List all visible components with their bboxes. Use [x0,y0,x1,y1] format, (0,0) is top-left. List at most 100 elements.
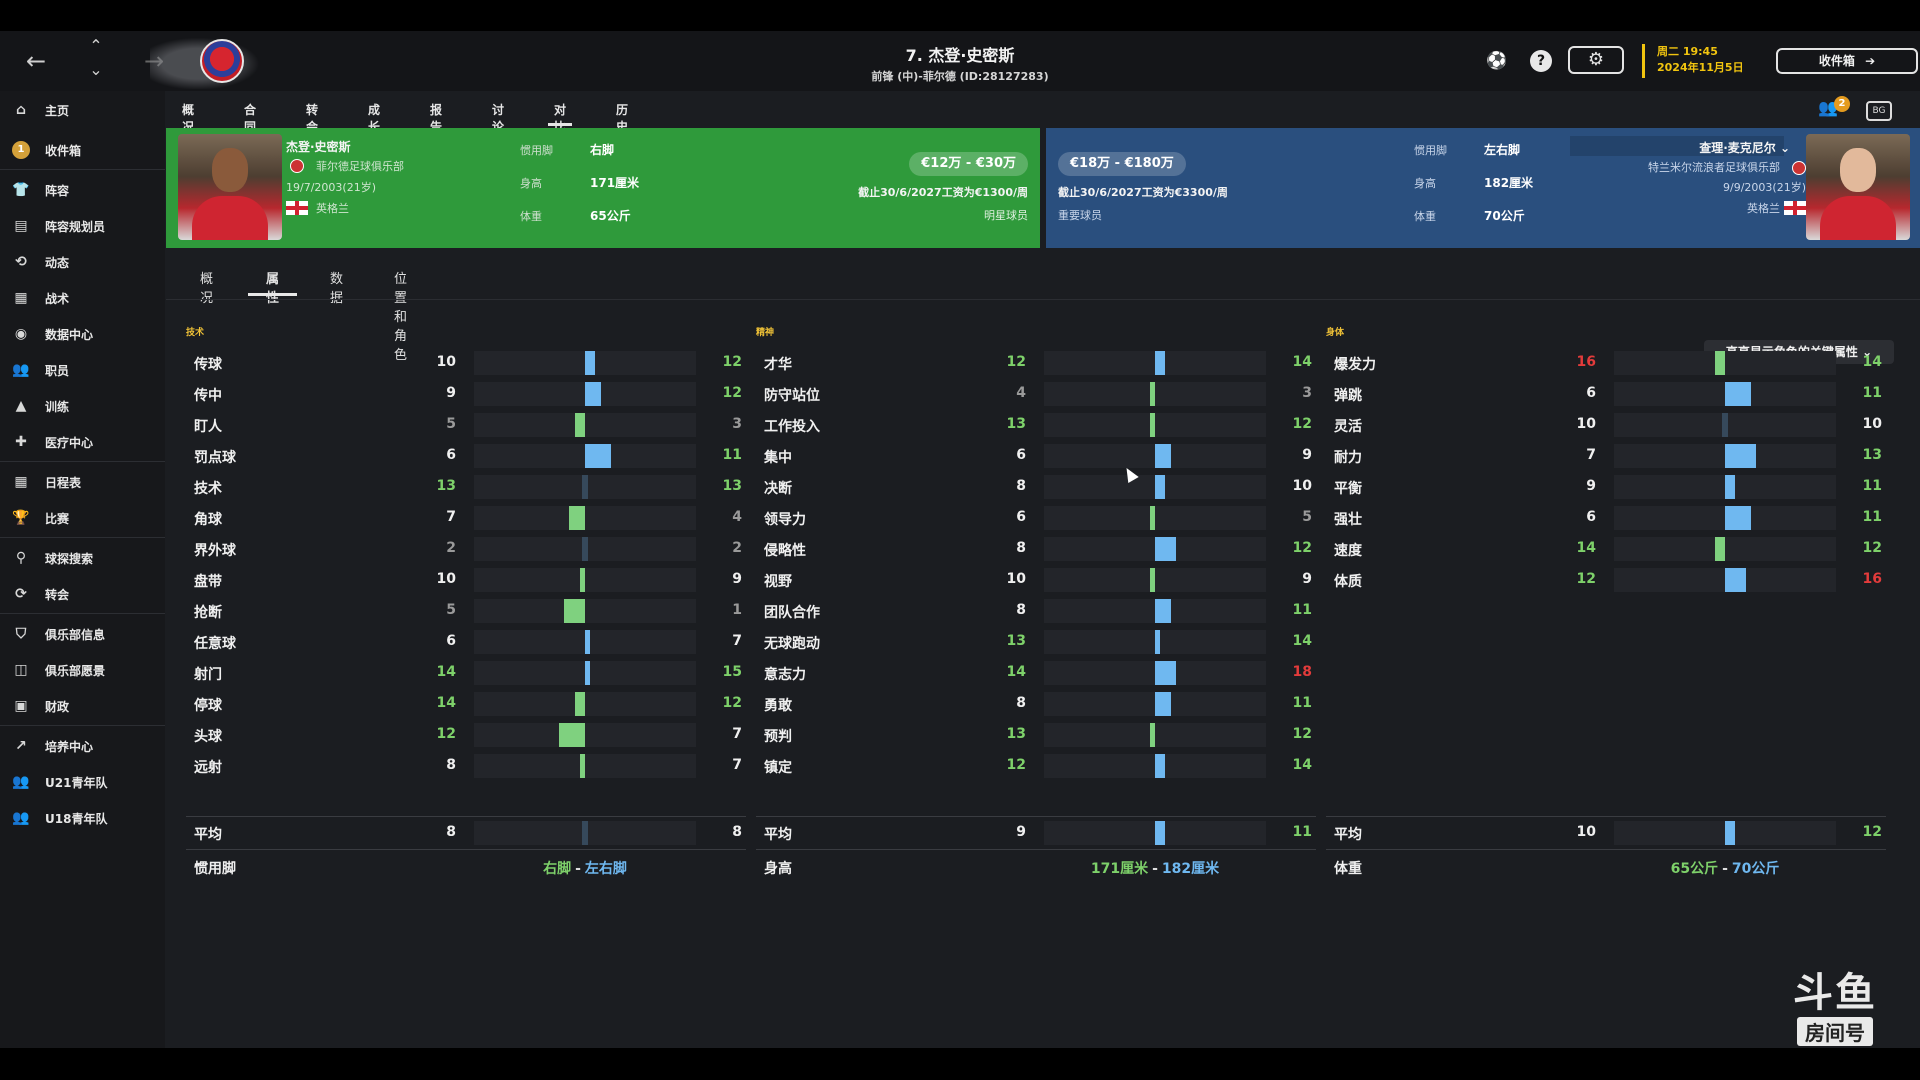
sidebar-item-competitions[interactable]: 🏆 比赛 [0,503,165,533]
down-arrow-icon[interactable]: ⌄ [89,60,103,79]
attribute-value-right: 11 [1292,695,1312,711]
sidebar-item-development[interactable]: ↗ 培养中心 [0,731,165,761]
player-club-left[interactable]: 菲尔德足球俱乐部 [316,160,404,173]
club-logo[interactable] [200,39,244,83]
sidebar-item-label: 球探搜索 [45,552,94,566]
attribute-row[interactable]: 任意球 6 7 [186,627,746,657]
tab-stats[interactable]: 数据 [330,272,344,306]
attribute-average-row[interactable]: 平均 9 11 [756,818,1316,848]
player-nation-right[interactable]: 英格兰 [1747,202,1780,215]
up-arrow-icon[interactable]: ⌃ [89,36,103,55]
sidebar-item-staff[interactable]: 👥 职员 [0,355,165,385]
forward-arrow-icon[interactable]: → [143,47,165,75]
player-selector[interactable] [1570,136,1784,156]
sidebar-item-home[interactable]: ⌂ 主页 [0,95,165,125]
help-icon[interactable]: ? [1530,50,1552,72]
attribute-row[interactable]: 防守站位 4 3 [756,379,1316,409]
attribute-row[interactable]: 耐力 7 13 [1326,441,1886,471]
attribute-row[interactable]: 视野 10 9 [756,565,1316,595]
attribute-row[interactable]: 灵活 10 10 [1326,410,1886,440]
sidebar-item-u21[interactable]: 👥 U21青年队 [0,767,165,797]
player-name-left[interactable]: 杰登·史密斯 [286,140,351,154]
finance-icon: ▣ [14,698,28,714]
attribute-row[interactable]: 停球 14 12 [186,689,746,719]
attribute-row[interactable]: 侵略性 8 12 [756,534,1316,564]
comparison-track [1044,661,1266,685]
attribute-name: 平均 [764,827,792,843]
attribute-row[interactable]: 领导力 6 5 [756,503,1316,533]
player-name-right[interactable]: 查理·麦克尼尔 ⌄ [1699,139,1790,156]
gear-icon[interactable]: ⚙ [1568,46,1624,74]
attribute-value-left: 10 [1006,571,1026,587]
tab-overview[interactable]: 概况 [200,272,214,306]
attribute-row[interactable]: 平衡 9 11 [1326,472,1886,502]
inbox-button[interactable]: 收件箱 ➔ [1776,48,1918,74]
tab-attributes[interactable]: 属性 [247,268,298,306]
player-club-right[interactable]: 特兰米尔流浪者足球俱乐部 [1648,161,1780,174]
attribute-value-left: 10 [1576,824,1596,840]
attribute-row[interactable]: 罚点球 6 11 [186,441,746,471]
sidebar-item-transfers[interactable]: ⟳ 转会 [0,579,165,609]
attribute-row[interactable]: 预判 13 12 [756,720,1316,750]
attribute-row[interactable]: 远射 8 7 [186,751,746,781]
attribute-value-left: 9 [1016,824,1026,840]
attribute-row[interactable]: 头球 12 7 [186,720,746,750]
people-icon[interactable]: 👥 [1818,98,1838,117]
attribute-row[interactable]: 勇敢 8 11 [756,689,1316,719]
attribute-row[interactable]: 界外球 2 2 [186,534,746,564]
attribute-average-row[interactable]: 平均 8 8 [186,818,746,848]
attribute-name: 平均 [1334,827,1362,843]
attribute-row[interactable]: 强壮 6 11 [1326,503,1886,533]
football-icon[interactable]: ⚽ [1486,51,1508,71]
sidebar-item-planner[interactable]: ▤ 阵容规划员 [0,211,165,241]
attribute-row[interactable]: 无球跑动 13 14 [756,627,1316,657]
value-pill-right[interactable]: €18万 - €180万 [1058,152,1186,176]
sidebar-item-dynamics[interactable]: ⟲ 动态 [0,247,165,277]
comparison-track [1044,568,1266,592]
sidebar-item-club-vision[interactable]: ◫ 俱乐部愿景 [0,655,165,685]
attribute-row[interactable]: 镇定 12 14 [756,751,1316,781]
attribute-row[interactable]: 工作投入 13 12 [756,410,1316,440]
sidebar-item-tactics[interactable]: ▦ 战术 [0,283,165,313]
attribute-row[interactable]: 抢断 5 1 [186,596,746,626]
attribute-row[interactable]: 弹跳 6 11 [1326,379,1886,409]
sidebar-item-calendar[interactable]: ▦ 日程表 [0,467,165,497]
sidebar-item-finance[interactable]: ▣ 财政 [0,691,165,721]
sidebar-item-club-info[interactable]: ⛉ 俱乐部信息 [0,619,165,649]
attribute-row[interactable]: 盘带 10 9 [186,565,746,595]
sidebar-item-medical[interactable]: ✚ 医疗中心 [0,427,165,457]
attribute-value-right: 2 [732,540,742,556]
attribute-row[interactable]: 爆发力 16 14 [1326,348,1886,378]
tab-positions[interactable]: 位置和角色 [394,272,408,363]
contract-left: 截止30/6/2027工资为€1300/周 [858,186,1028,199]
attribute-row[interactable]: 意志力 14 18 [756,658,1316,688]
sidebar-item-squad[interactable]: 👕 阵容 [0,175,165,205]
background-toggle-icon[interactable]: BG [1866,101,1892,121]
attribute-row[interactable]: 才华 12 14 [756,348,1316,378]
back-arrow-icon[interactable]: ← [25,47,47,75]
attribute-row[interactable]: 决断 8 10 [756,472,1316,502]
attribute-row[interactable]: 盯人 5 3 [186,410,746,440]
date-display[interactable]: 周二 19:45 2024年11月5日 [1642,44,1744,78]
attribute-average-row[interactable]: 平均 10 12 [1326,818,1886,848]
attribute-row[interactable]: 速度 14 12 [1326,534,1886,564]
sidebar-item-data[interactable]: ◉ 数据中心 [0,319,165,349]
attribute-value-left: 12 [1576,571,1596,587]
attribute-row[interactable]: 团队合作 8 11 [756,596,1316,626]
sidebar-item-inbox[interactable]: 1 收件箱 [0,135,165,165]
value-pill-left[interactable]: €12万 - €30万 [909,152,1028,176]
attribute-row[interactable]: 射门 14 15 [186,658,746,688]
player-name-right-text: 查理·麦克尼尔 [1699,141,1776,155]
attribute-row[interactable]: 角球 7 4 [186,503,746,533]
attribute-row[interactable]: 技术 13 13 [186,472,746,502]
attribute-name: 无球跑动 [764,636,820,652]
attribute-row[interactable]: 集中 6 9 [756,441,1316,471]
club-crest-icon [290,159,304,173]
attribute-row[interactable]: 传中 9 12 [186,379,746,409]
sidebar-item-scouting[interactable]: ⚲ 球探搜索 [0,543,165,573]
attribute-row[interactable]: 体质 12 16 [1326,565,1886,595]
attribute-row[interactable]: 传球 10 12 [186,348,746,378]
sidebar-item-training[interactable]: ▲ 训练 [0,391,165,421]
sidebar-item-u18[interactable]: 👥 U18青年队 [0,803,165,833]
player-nation-left[interactable]: 英格兰 [316,202,349,215]
